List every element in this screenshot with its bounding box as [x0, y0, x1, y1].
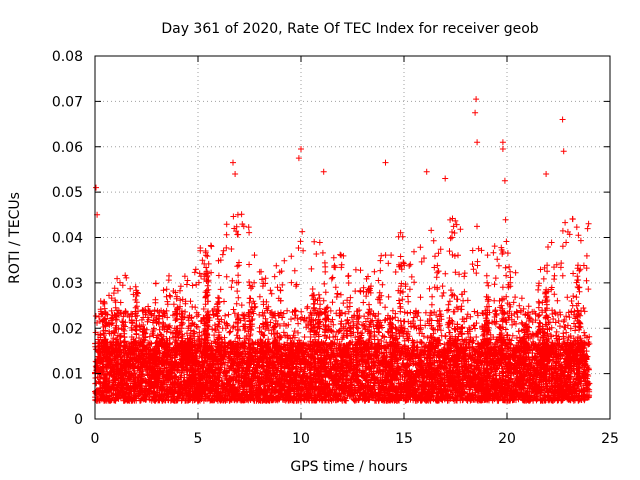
axis-ticks	[94, 55, 611, 420]
plus-markers	[92, 96, 593, 404]
x-tick-label: 25	[601, 431, 619, 447]
x-tick-label: 15	[395, 431, 413, 447]
y-tick-label: 0.02	[52, 321, 83, 337]
y-tick-label: 0.07	[52, 94, 83, 110]
grid-lines	[95, 56, 610, 419]
y-tick-label: 0.06	[52, 140, 83, 156]
chart-title: Day 361 of 2020, Rate Of TEC Index for r…	[161, 21, 538, 37]
y-tick-label: 0.08	[52, 49, 83, 65]
x-tick-label: 20	[498, 431, 516, 447]
y-tick-label: 0.01	[52, 367, 83, 383]
x-tick-label: 10	[292, 431, 310, 447]
y-tick-label: 0.04	[52, 231, 83, 247]
y-tick-label: 0.05	[52, 185, 83, 201]
data-points	[92, 96, 593, 404]
x-tick-labels: 0 5 10 15 20 25	[91, 431, 619, 447]
y-tick-labels: 0 0.01 0.02 0.03 0.04 0.05 0.06 0.07 0.08	[52, 49, 83, 428]
y-tick-label: 0.03	[52, 276, 83, 292]
y-tick-label: 0	[74, 412, 83, 428]
x-tick-label: 5	[194, 431, 203, 447]
x-axis-label: GPS time / hours	[290, 459, 407, 475]
y-axis-label: ROTI / TECUs	[7, 192, 23, 284]
x-tick-label: 0	[91, 431, 100, 447]
